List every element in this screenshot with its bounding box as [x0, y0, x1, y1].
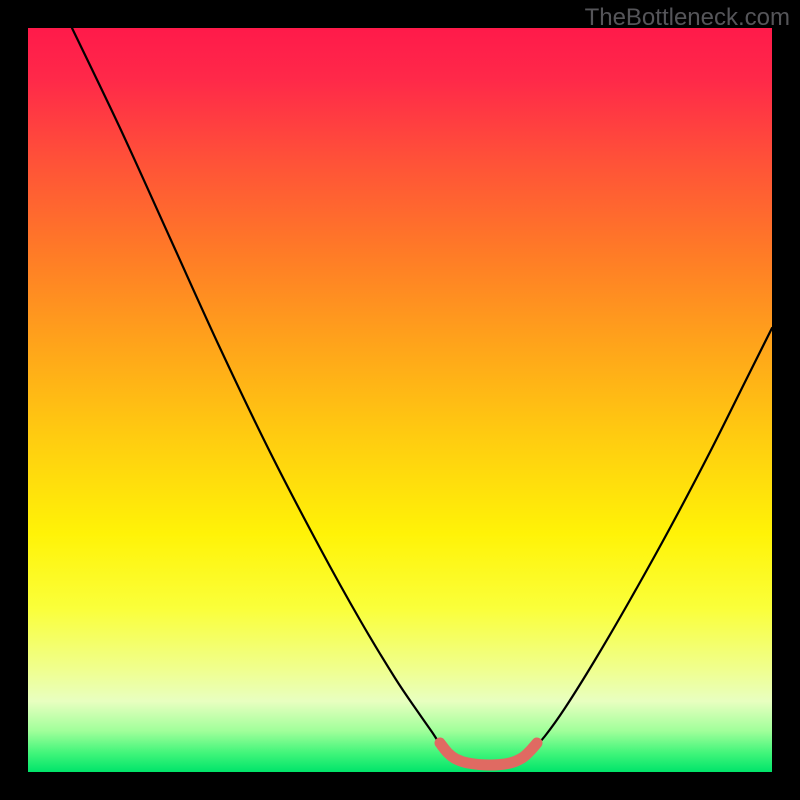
plot-background: [28, 28, 772, 772]
chart-root: TheBottleneck.com: [0, 0, 800, 800]
watermark-text: TheBottleneck.com: [585, 4, 790, 32]
bottleneck-chart: [0, 0, 800, 800]
